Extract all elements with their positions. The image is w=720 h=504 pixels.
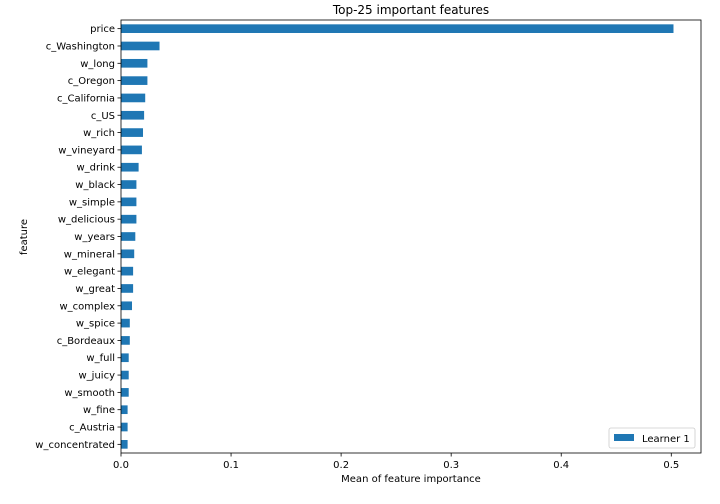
bar-w_drink xyxy=(121,162,139,172)
y-tick-label: w_full xyxy=(86,353,115,364)
y-axis-ticks: price c_Washington w_long c_Oregon c_Califor… xyxy=(35,24,121,451)
chart-title: Top-25 important features xyxy=(332,3,489,17)
bar-c_Oregon xyxy=(121,76,148,85)
bar-w_smooth xyxy=(121,388,129,397)
y-tick-label: w_years xyxy=(74,232,115,243)
y-tick-label: w_simple xyxy=(69,197,115,208)
bar-w_elegant xyxy=(121,266,134,276)
y-tick-label: c_California xyxy=(57,93,115,104)
x-axis-label: Mean of feature importance xyxy=(341,474,481,485)
bar-w_concentrated xyxy=(121,440,128,449)
bar-price xyxy=(121,24,674,33)
bar-w_spice xyxy=(121,318,130,328)
y-axis-label: feature xyxy=(19,219,30,255)
bar-w_full xyxy=(121,353,129,363)
y-tick-label: w_black xyxy=(75,180,115,191)
legend-swatch xyxy=(614,434,634,441)
legend-box xyxy=(608,427,696,449)
y-tick-label: w_concentrated xyxy=(35,440,115,451)
x-tick-label: 0.1 xyxy=(223,460,239,471)
x-tick-label: 0.3 xyxy=(443,460,459,471)
bar-w_years xyxy=(121,232,136,241)
bar-c_US xyxy=(121,110,145,120)
y-tick-label: w_vineyard xyxy=(58,145,115,156)
legend: Learner 1 xyxy=(608,427,696,449)
y-tick-label: c_Bordeaux xyxy=(57,336,115,347)
x-tick-label: 0.4 xyxy=(553,460,569,471)
bar-c_Austria xyxy=(121,422,128,432)
y-tick-label: w_long xyxy=(80,59,115,70)
bar-w_delicious xyxy=(121,214,137,224)
bar-w_rich xyxy=(121,128,144,137)
y-tick-label: w_delicious xyxy=(58,215,115,226)
bar-w_simple xyxy=(121,197,137,207)
bar-w_vineyard xyxy=(121,145,142,155)
x-tick-label: 0.0 xyxy=(113,460,129,471)
y-tick-label: c_Austria xyxy=(69,423,115,434)
bar-c_California xyxy=(121,93,146,103)
bar-w_fine xyxy=(121,405,128,415)
x-axis-ticks: 0.0 0.1 0.2 0.3 0.4 0.5 xyxy=(113,453,679,471)
y-tick-label: w_mineral xyxy=(64,249,115,260)
y-tick-label: c_US xyxy=(91,111,115,122)
y-tick-label: w_spice xyxy=(76,319,115,330)
y-tick-label: w_elegant xyxy=(64,267,115,278)
y-tick-label: price xyxy=(90,24,115,35)
bar-w_juicy xyxy=(121,370,129,380)
bar-c_Washington xyxy=(121,41,160,51)
y-tick-label: w_rich xyxy=(83,128,115,139)
bar-w_mineral xyxy=(121,249,135,259)
legend-label: Learner 1 xyxy=(642,434,690,445)
y-tick-label: w_fine xyxy=(83,405,115,416)
bar-c_Bordeaux xyxy=(121,336,130,345)
y-tick-label: w_complex xyxy=(59,301,115,312)
x-tick-label: 0.5 xyxy=(663,460,679,471)
x-tick-label: 0.2 xyxy=(333,460,349,471)
y-tick-label: w_drink xyxy=(76,163,115,174)
bar-w_great xyxy=(121,284,134,293)
bar-w_complex xyxy=(121,301,133,311)
y-tick-label: c_Washington xyxy=(46,41,115,52)
plot-frame xyxy=(120,19,702,454)
bars-group xyxy=(121,24,674,449)
y-tick-label: w_great xyxy=(75,284,115,295)
y-tick-label: w_smooth xyxy=(64,388,115,399)
bar-w_long xyxy=(121,58,148,68)
y-tick-label: c_Oregon xyxy=(68,76,115,87)
bar-w_black xyxy=(121,180,137,189)
y-tick-label: w_juicy xyxy=(79,371,116,382)
